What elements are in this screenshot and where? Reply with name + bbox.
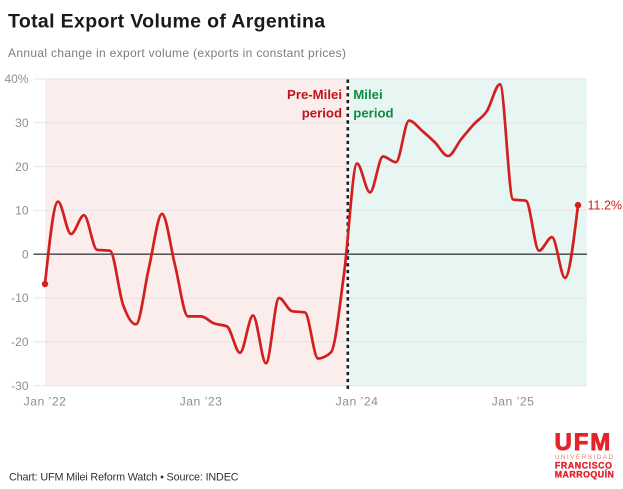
svg-text:20: 20 xyxy=(15,160,29,174)
svg-text:30: 30 xyxy=(15,116,29,130)
svg-text:-30: -30 xyxy=(11,379,29,393)
svg-text:-20: -20 xyxy=(11,335,29,349)
svg-text:Jan ’22: Jan ’22 xyxy=(24,395,67,409)
svg-text:40%: 40% xyxy=(4,72,28,86)
svg-text:UNIVERSIDAD: UNIVERSIDAD xyxy=(555,454,615,461)
svg-text:UFM: UFM xyxy=(555,429,613,456)
svg-text:FRANCISCO: FRANCISCO xyxy=(555,461,613,471)
svg-text:Jan ’25: Jan ’25 xyxy=(492,395,535,409)
svg-text:Chart: UFM Milei Reform Watch: Chart: UFM Milei Reform Watch • Source: … xyxy=(9,472,239,484)
svg-text:Annual change in export volume: Annual change in export volume (exports … xyxy=(8,46,346,60)
svg-text:0: 0 xyxy=(22,247,29,261)
svg-text:MARROQUÍN: MARROQUÍN xyxy=(555,469,615,479)
svg-text:Milei: Milei xyxy=(353,87,382,102)
svg-text:-10: -10 xyxy=(11,291,29,305)
svg-text:11.2%: 11.2% xyxy=(588,199,623,213)
svg-text:Jan ’23: Jan ’23 xyxy=(180,395,223,409)
svg-text:Pre-Milei: Pre-Milei xyxy=(287,87,342,102)
svg-text:Jan ’24: Jan ’24 xyxy=(336,395,379,409)
svg-text:Total Export Volume of Argenti: Total Export Volume of Argentina xyxy=(8,10,325,32)
svg-text:period: period xyxy=(302,105,342,120)
svg-text:10: 10 xyxy=(15,204,29,218)
svg-text:period: period xyxy=(353,105,393,120)
